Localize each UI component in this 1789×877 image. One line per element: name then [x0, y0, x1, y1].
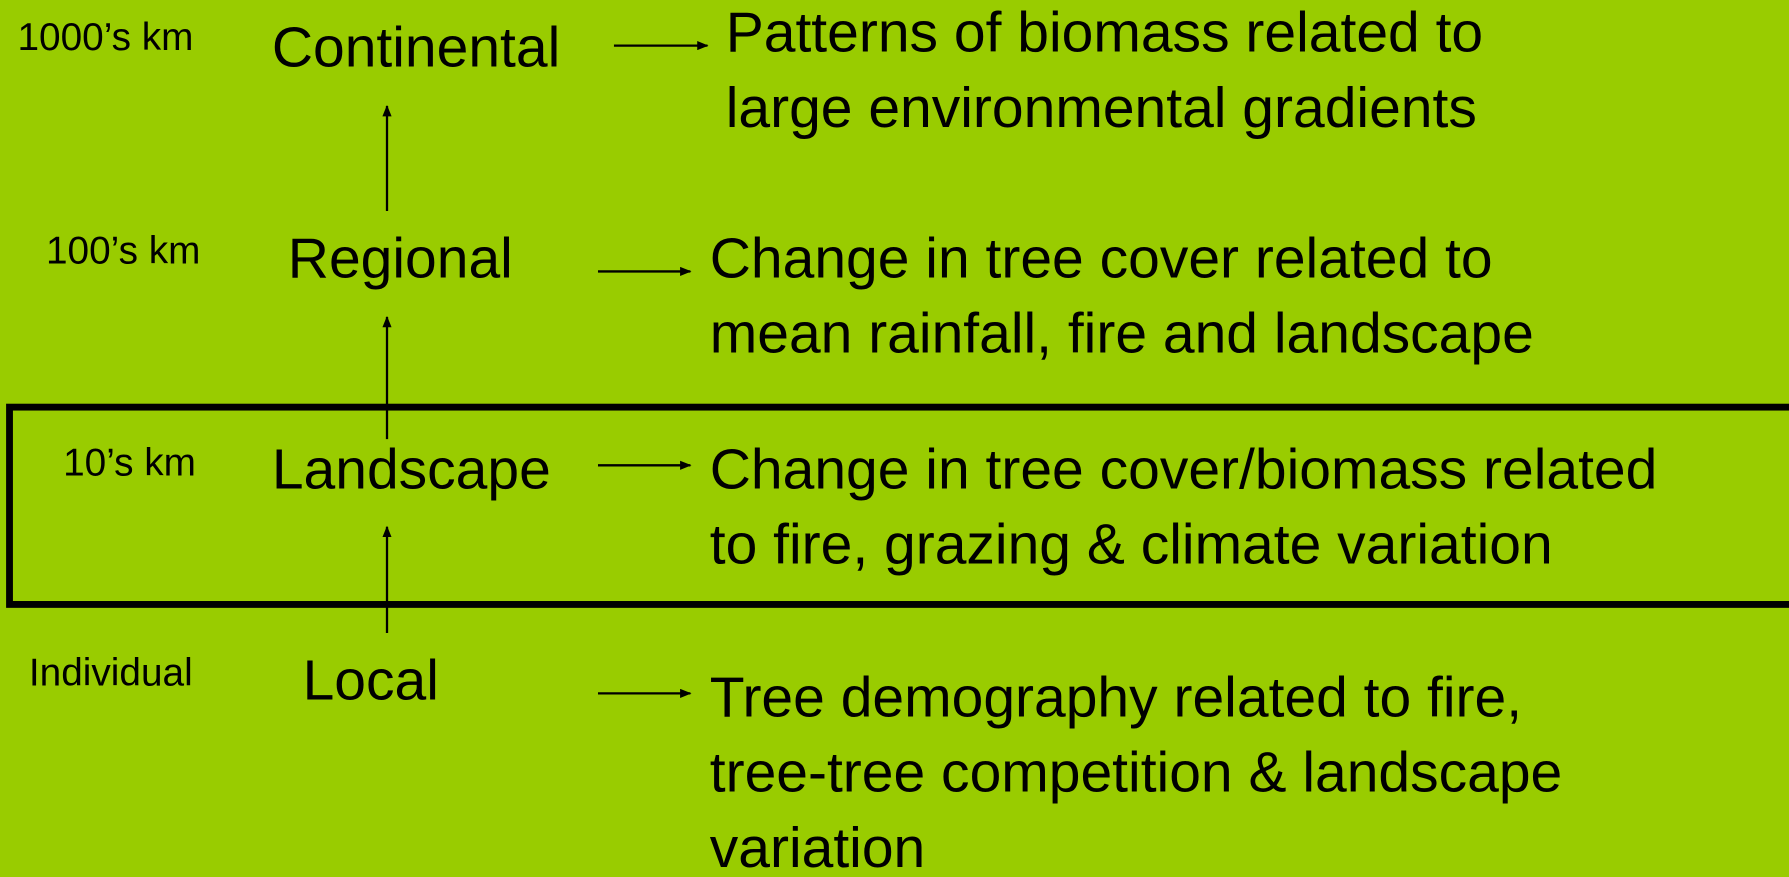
description-line: to fire, grazing & climate variation — [710, 513, 1553, 577]
description-line: mean rainfall, fire and landscape — [710, 302, 1534, 366]
scale-label: 100’s km — [46, 229, 200, 272]
description-line: Change in tree cover/biomass related — [710, 437, 1658, 501]
scale-label: 10’s km — [63, 442, 196, 485]
description-line: tree-tree competition & landscape — [710, 741, 1563, 805]
description-line: variation — [710, 816, 926, 877]
scale-label: 1000’s km — [18, 16, 194, 59]
description-line: Tree demography related to fire, — [710, 665, 1522, 729]
description-line: Patterns of biomass related to — [726, 1, 1483, 65]
highlight-box — [6, 403, 1789, 608]
scale-label: Individual — [29, 651, 193, 694]
level-label: Landscape — [272, 437, 551, 501]
description-line: large environmental gradients — [726, 76, 1477, 140]
level-label: Regional — [288, 226, 513, 290]
description-line: Change in tree cover related to — [710, 226, 1493, 290]
level-label: Local — [303, 648, 439, 712]
level-label: Continental — [272, 15, 560, 79]
